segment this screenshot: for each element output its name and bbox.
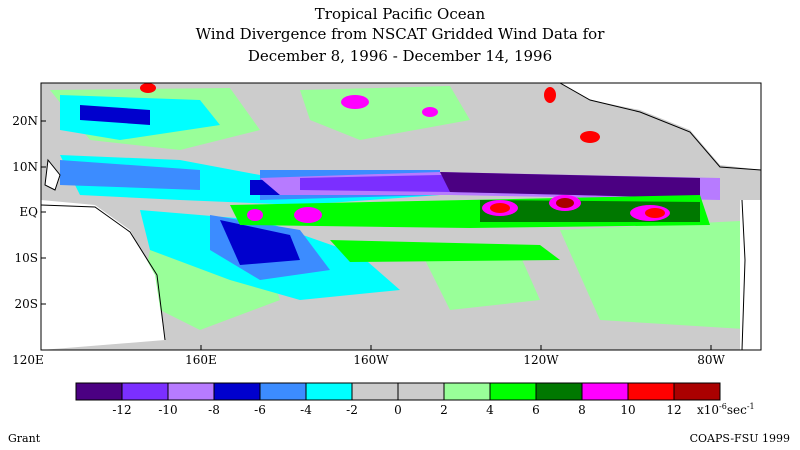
footer-credit: COAPS-FSU 1999 — [689, 432, 790, 445]
colorbar-tick-label: -12 — [112, 403, 131, 417]
map-title: Tropical Pacific Ocean — [314, 5, 486, 23]
colorbar-tick-label: -8 — [208, 403, 220, 417]
longitude-axis: 120E 160E 160W 120W 80W — [12, 345, 725, 367]
colorbar-swatch — [673, 382, 721, 401]
colorbar-swatch — [397, 382, 445, 401]
colorbar-swatch — [121, 382, 169, 401]
colorbar-swatch — [305, 382, 353, 401]
colorbar-tick-label: -6 — [254, 403, 266, 417]
colorbar-tick-label: 6 — [532, 403, 540, 417]
colorbar-tick-label: -2 — [346, 403, 358, 417]
map-field — [41, 83, 761, 350]
colorbar-ticks: -12 -10 -8 -6 -4 -2 0 2 4 6 8 10 12 — [112, 403, 681, 417]
lat-label-10n: 10N — [12, 160, 38, 174]
colorbar-swatch — [489, 382, 537, 401]
colorbar-swatch — [213, 382, 261, 401]
lon-label-120e: 120E — [12, 353, 44, 367]
colorbar-tick-label: 10 — [620, 403, 635, 417]
colorbar-tick-label: 4 — [486, 403, 494, 417]
map-frame — [40, 82, 762, 351]
footer-author: Grant — [8, 432, 41, 445]
colorbar-tick-label: 0 — [394, 403, 402, 417]
colorbar-tick-label: 2 — [440, 403, 448, 417]
colorbar-swatch — [75, 382, 123, 401]
lon-label-120w: 120W — [523, 353, 559, 367]
colorbar-swatch — [581, 382, 629, 401]
lon-label-160w: 160W — [353, 353, 389, 367]
colorbar-tick-label: 8 — [578, 403, 586, 417]
colorbar — [75, 382, 721, 401]
map-subtitle: Wind Divergence from NSCAT Gridded Wind … — [195, 25, 605, 43]
colorbar-unit: x10-6sec-1 — [697, 402, 755, 417]
lon-label-80w: 80W — [697, 353, 725, 367]
lat-label-20s: 20S — [15, 297, 39, 311]
lat-label-10s: 10S — [15, 251, 39, 265]
latitude-axis: 20N 10N EQ 10S 20S — [12, 114, 46, 311]
colorbar-swatch — [627, 382, 675, 401]
lon-label-160e: 160E — [185, 353, 217, 367]
colorbar-swatch — [443, 382, 491, 401]
colorbar-tick-label: 12 — [666, 403, 681, 417]
date-range: December 8, 1996 - December 14, 1996 — [247, 47, 553, 65]
colorbar-tick-label: -4 — [300, 403, 312, 417]
colorbar-swatch — [259, 382, 307, 401]
lat-label-eq: EQ — [19, 205, 38, 219]
colorbar-swatch — [535, 382, 583, 401]
colorbar-swatch — [167, 382, 215, 401]
colorbar-tick-label: -10 — [158, 403, 177, 417]
colorbar-swatch — [351, 382, 399, 401]
lat-label-20n: 20N — [12, 114, 38, 128]
